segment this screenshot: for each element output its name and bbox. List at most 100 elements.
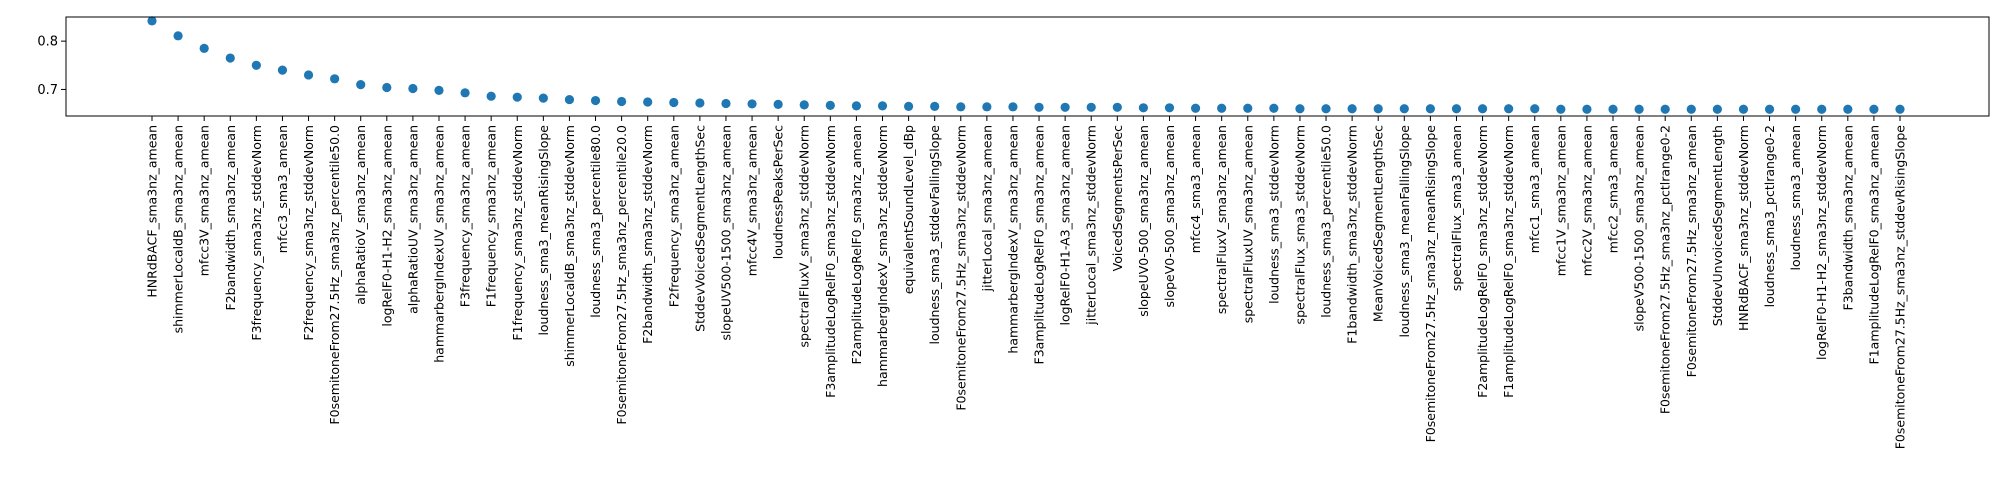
data-point: [1425, 104, 1435, 114]
data-point: [173, 31, 183, 41]
x-tick-label: HNRdBACF_sma3nz_stddevNorm: [1736, 125, 1751, 331]
x-tick-label: loudness_sma3_pctlrange0-2: [1762, 125, 1777, 307]
data-point: [1373, 104, 1383, 114]
x-tick-label: shimmerLocaldB_sma3nz_amean: [171, 125, 186, 333]
x-tick-label: mfcc3_sma3_amean: [275, 125, 290, 253]
x-tick-label: slopeUV500-1500_sma3nz_amean: [718, 125, 733, 341]
data-point: [1869, 104, 1879, 114]
data-point: [1843, 104, 1853, 114]
data-point: [1347, 104, 1357, 114]
x-tick-label: F3frequency_sma3nz_amean: [458, 125, 473, 307]
data-point: [512, 92, 522, 102]
x-tick-label: mfcc2V_sma3nz_amean: [1579, 125, 1594, 276]
data-point: [1164, 103, 1175, 113]
data-point: [277, 65, 288, 75]
data-point: [486, 91, 496, 101]
x-tick-label: F2bandwidth_sma3nz_stddevNorm: [640, 125, 655, 344]
data-point: [1086, 102, 1096, 112]
data-point: [982, 102, 992, 112]
x-tick-label: loudness_sma3_meanRisingSlope: [536, 125, 551, 336]
y-tick-label: 0.8: [37, 35, 58, 50]
x-tick-label: jitterLocal_sma3nz_amean: [979, 125, 994, 292]
data-point: [1321, 104, 1331, 114]
x-tick-label: StddevVoicedSegmentLengthSec: [692, 125, 707, 332]
x-tick-label: F2frequency_sma3nz_stddevNorm: [301, 125, 316, 341]
x-tick-label: F1frequency_sma3nz_stddevNorm: [510, 125, 525, 341]
data-point: [330, 74, 340, 84]
x-tick-label: alphaRatioUV_sma3nz_amean: [405, 125, 420, 314]
x-tick-label: F2amplitudeLogRelF0_sma3nz_stddevNorm: [1475, 125, 1490, 398]
x-tick-label: alphaRatioV_sma3nz_amean: [353, 125, 368, 305]
data-point: [669, 97, 679, 108]
x-tick-label: loudness_sma3_meanFallingSlope: [1397, 125, 1412, 338]
data-point: [538, 93, 548, 103]
data-point: [1295, 104, 1305, 114]
x-tick-label: loudness_sma3_stddevNorm: [1266, 125, 1281, 304]
x-tick-label: mfcc3V_sma3nz_amean: [197, 125, 212, 276]
x-tick-label: mfcc4V_sma3nz_amean: [745, 125, 760, 276]
data-point: [590, 95, 601, 106]
data-point: [1817, 104, 1827, 114]
x-tick-label: logRelF0-H1-H2_sma3nz_stddevNorm: [1814, 125, 1829, 360]
data-point: [382, 82, 392, 93]
data-point: [1582, 104, 1592, 114]
x-tick-label: equivalentSoundLevel_dBp: [901, 125, 916, 294]
data-point: [695, 98, 705, 108]
data-point: [1712, 104, 1722, 114]
data-point: [147, 16, 157, 26]
data-point: [1634, 104, 1644, 114]
data-point: [747, 99, 757, 109]
data-point: [1217, 103, 1227, 113]
data-point: [721, 98, 731, 109]
data-point: [930, 101, 940, 111]
x-tick-label: F0semitoneFrom27.5Hz_sma3nz_meanRisingSl…: [1423, 125, 1438, 443]
x-tick-label: slopeV0-500_sma3nz_amean: [1162, 125, 1177, 308]
data-point: [434, 85, 444, 96]
data-point: [1034, 102, 1044, 112]
x-tick-label: loudnessPeaksPerSec: [771, 125, 786, 259]
data-point: [1791, 104, 1801, 114]
data-point: [303, 70, 314, 80]
x-tick-label: hammarbergIndexV_sma3nz_amean: [1005, 125, 1020, 354]
data-point: [1764, 104, 1775, 114]
data-point: [1477, 104, 1488, 114]
x-tick-label: F0semitoneFrom27.5Hz_sma3nz_percentile20…: [614, 125, 629, 425]
x-tick-label: spectralFluxUV_sma3nz_amean: [1240, 125, 1255, 323]
data-point: [1060, 102, 1070, 112]
x-tick-label: F2bandwidth_sma3nz_amean: [223, 125, 238, 310]
data-point: [199, 43, 209, 53]
data-point: [956, 102, 966, 112]
x-tick-label: mfcc1V_sma3nz_amean: [1553, 125, 1568, 276]
data-point: [1112, 102, 1122, 112]
x-tick-label: F0semitoneFrom27.5Hz_sma3nz_stddevNorm: [953, 125, 968, 411]
x-tick-label: loudness_sma3_percentile80.0: [588, 125, 603, 318]
data-point: [1451, 104, 1462, 114]
data-point: [877, 101, 888, 111]
data-point: [1686, 104, 1696, 114]
x-tick-label: MeanVoicedSegmentLengthSec: [1371, 125, 1386, 322]
x-tick-label: spectralFluxV_sma3nz_amean: [1214, 125, 1229, 314]
x-tick-label: F2amplitudeLogRelF0_sma3nz_amean: [849, 125, 864, 364]
data-points: [147, 16, 1905, 114]
x-tick-label: F3frequency_sma3nz_stddevNorm: [249, 125, 264, 341]
x-tick-label: slopeUV0-500_sma3nz_amean: [1136, 125, 1151, 317]
x-tick-label: F3amplitudeLogRelF0_sma3nz_stddevNorm: [823, 125, 838, 398]
x-tick-label: F2frequency_sma3nz_amean: [666, 125, 681, 307]
x-tick-label: hammarbergIndexUV_sma3nz_amean: [431, 125, 446, 363]
y-tick-label: 0.7: [37, 83, 58, 98]
x-tick-label: mfcc1_sma3_amean: [1527, 125, 1542, 253]
x-tick-label: hammarbergIndexV_sma3nz_stddevNorm: [875, 125, 890, 387]
x-tick-label: F1amplitudeLogRelF0_sma3nz_stddevNorm: [1501, 125, 1516, 398]
data-point: [460, 88, 470, 98]
data-point: [356, 80, 366, 90]
x-tick-label: F1amplitudeLogRelF0_sma3nz_amean: [1866, 125, 1881, 364]
x-tick-label: StddevUnvoicedSegmentLength: [1710, 125, 1725, 326]
data-point: [799, 100, 809, 110]
x-tick-label: VoicedSegmentsPerSec: [1110, 125, 1125, 272]
x-tick-label: F0semitoneFrom27.5Hz_sma3nz_amean: [1684, 125, 1699, 377]
data-point: [851, 101, 862, 111]
data-point: [251, 60, 261, 70]
data-point: [1269, 103, 1279, 113]
x-tick-label: F1frequency_sma3nz_amean: [484, 125, 499, 307]
